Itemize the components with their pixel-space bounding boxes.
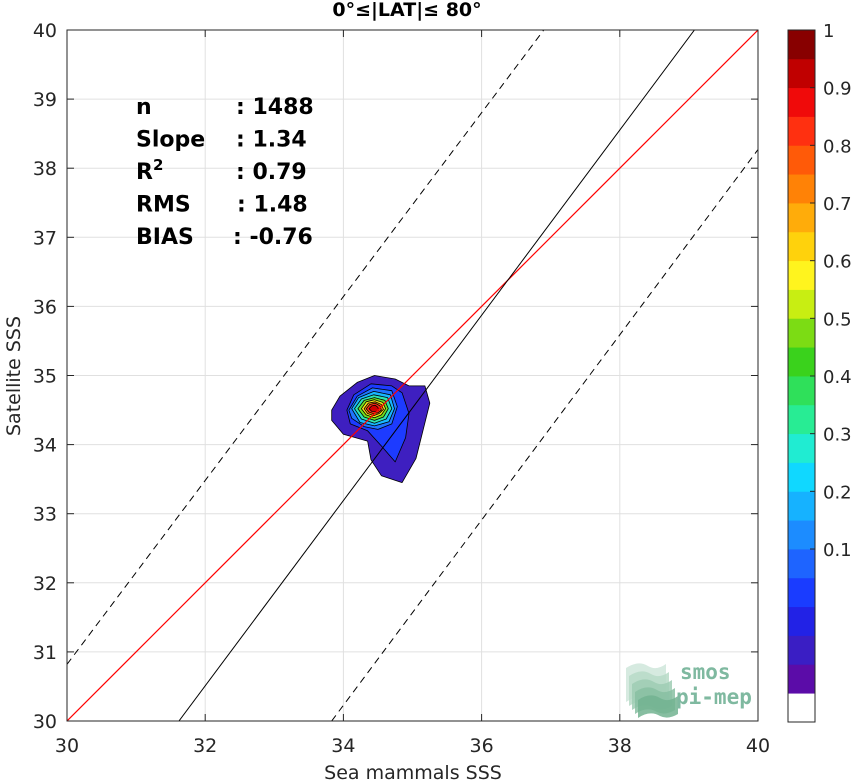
colorbar-tick-label: 0.1 xyxy=(823,540,852,561)
y-tick-label: 39 xyxy=(33,89,57,111)
y-tick-label: 30 xyxy=(33,711,57,733)
x-tick-label: 40 xyxy=(746,735,770,757)
colorbar-swatch xyxy=(788,693,815,723)
colorbar-tick-label: 1 xyxy=(823,21,834,42)
colorbar-swatch xyxy=(788,145,815,175)
stat-value: : 1.48 xyxy=(237,193,308,218)
chart-title: 0°≤|LAT|≤ 80° xyxy=(332,0,481,21)
colorbar-swatch xyxy=(788,318,815,348)
contour-level xyxy=(368,404,380,412)
colorbar-tick-label: 0.2 xyxy=(823,482,852,503)
fit-upper-line xyxy=(67,30,545,665)
y-tick-label: 31 xyxy=(33,642,57,664)
colorbar-swatch xyxy=(788,376,815,406)
x-tick-label: 32 xyxy=(193,735,217,757)
colorbar-swatch xyxy=(788,491,815,521)
colorbar-swatch xyxy=(788,635,815,665)
colorbar-tick-label: 0.3 xyxy=(823,425,852,446)
colorbar-swatch xyxy=(788,289,815,319)
x-tick-label: 38 xyxy=(608,735,632,757)
colorbar-swatch xyxy=(788,520,815,550)
stat-value: : -0.76 xyxy=(233,225,313,250)
y-tick-label: 37 xyxy=(33,227,57,249)
colorbar-tick-label: 0.4 xyxy=(823,367,852,388)
stat-superscript: 2 xyxy=(153,156,163,174)
x-tick-label: 34 xyxy=(331,735,355,757)
stat-label: BIAS xyxy=(136,225,194,250)
stat-value: : 1.34 xyxy=(236,128,307,153)
colorbar-swatch xyxy=(788,58,815,89)
y-tick-label: 33 xyxy=(33,504,57,526)
colorbar-swatch xyxy=(788,30,815,60)
y-axis-label: Satellite SSS xyxy=(3,316,25,436)
colorbar-tick-label: 0.9 xyxy=(823,79,852,100)
logo-text-pi-mep: pi-mep xyxy=(676,685,752,709)
colorbar-swatch xyxy=(788,174,815,204)
logo-wave xyxy=(638,695,678,718)
stat-value: : 1488 xyxy=(236,95,314,120)
y-tick-label: 40 xyxy=(33,20,57,42)
colorbar-swatch xyxy=(788,549,815,579)
colorbar-swatch xyxy=(788,404,815,435)
identity-line xyxy=(67,30,758,721)
colorbar-swatch xyxy=(788,231,815,262)
stat-label: RMS xyxy=(136,193,191,218)
axis-ticks: 30 32 34 36 38 40 30 31 32 33 34 35 36 37 38 39 40 xyxy=(33,20,770,757)
x-tick-label: 36 xyxy=(470,735,494,757)
fit-line xyxy=(178,30,695,721)
colorbar-swatch xyxy=(788,462,815,492)
density-contours xyxy=(331,375,431,484)
colorbar-tick-label: 0.7 xyxy=(823,194,852,215)
colorbar-swatch xyxy=(788,203,815,233)
colorbar: 0.1 0.2 0.3 0.4 0.5 0.6 0.7 0.8 0.9 1 xyxy=(787,21,852,723)
colorbar-swatch xyxy=(788,664,815,694)
colorbar-tick-label: 0.8 xyxy=(823,136,852,157)
y-tick-label: 35 xyxy=(33,366,57,388)
regression-lines xyxy=(67,30,758,721)
fit-lower-line xyxy=(331,149,758,721)
colorbar-swatch xyxy=(788,87,815,117)
logo-text-smos: smos xyxy=(680,660,731,684)
colorbar-swatch xyxy=(788,260,815,290)
y-tick-label: 34 xyxy=(33,435,57,457)
colorbar-tick-label: 0.5 xyxy=(823,309,852,330)
stat-label: n xyxy=(136,95,152,120)
y-tick-label: 38 xyxy=(33,158,57,180)
x-tick-label: 30 xyxy=(55,735,79,757)
colorbar-swatch xyxy=(788,577,815,608)
y-tick-label: 32 xyxy=(33,573,57,595)
stat-label: Slope xyxy=(136,128,205,153)
colorbar-swatch xyxy=(788,116,815,146)
y-tick-label: 36 xyxy=(33,296,57,318)
colorbar-swatch xyxy=(788,347,815,377)
colorbar-swatch xyxy=(788,606,815,636)
stat-value: : 0.79 xyxy=(236,160,307,185)
colorbar-tick-label: 0.6 xyxy=(823,252,852,273)
x-axis-label: Sea mammals SSS xyxy=(324,762,502,784)
colorbar-swatch xyxy=(788,433,815,463)
